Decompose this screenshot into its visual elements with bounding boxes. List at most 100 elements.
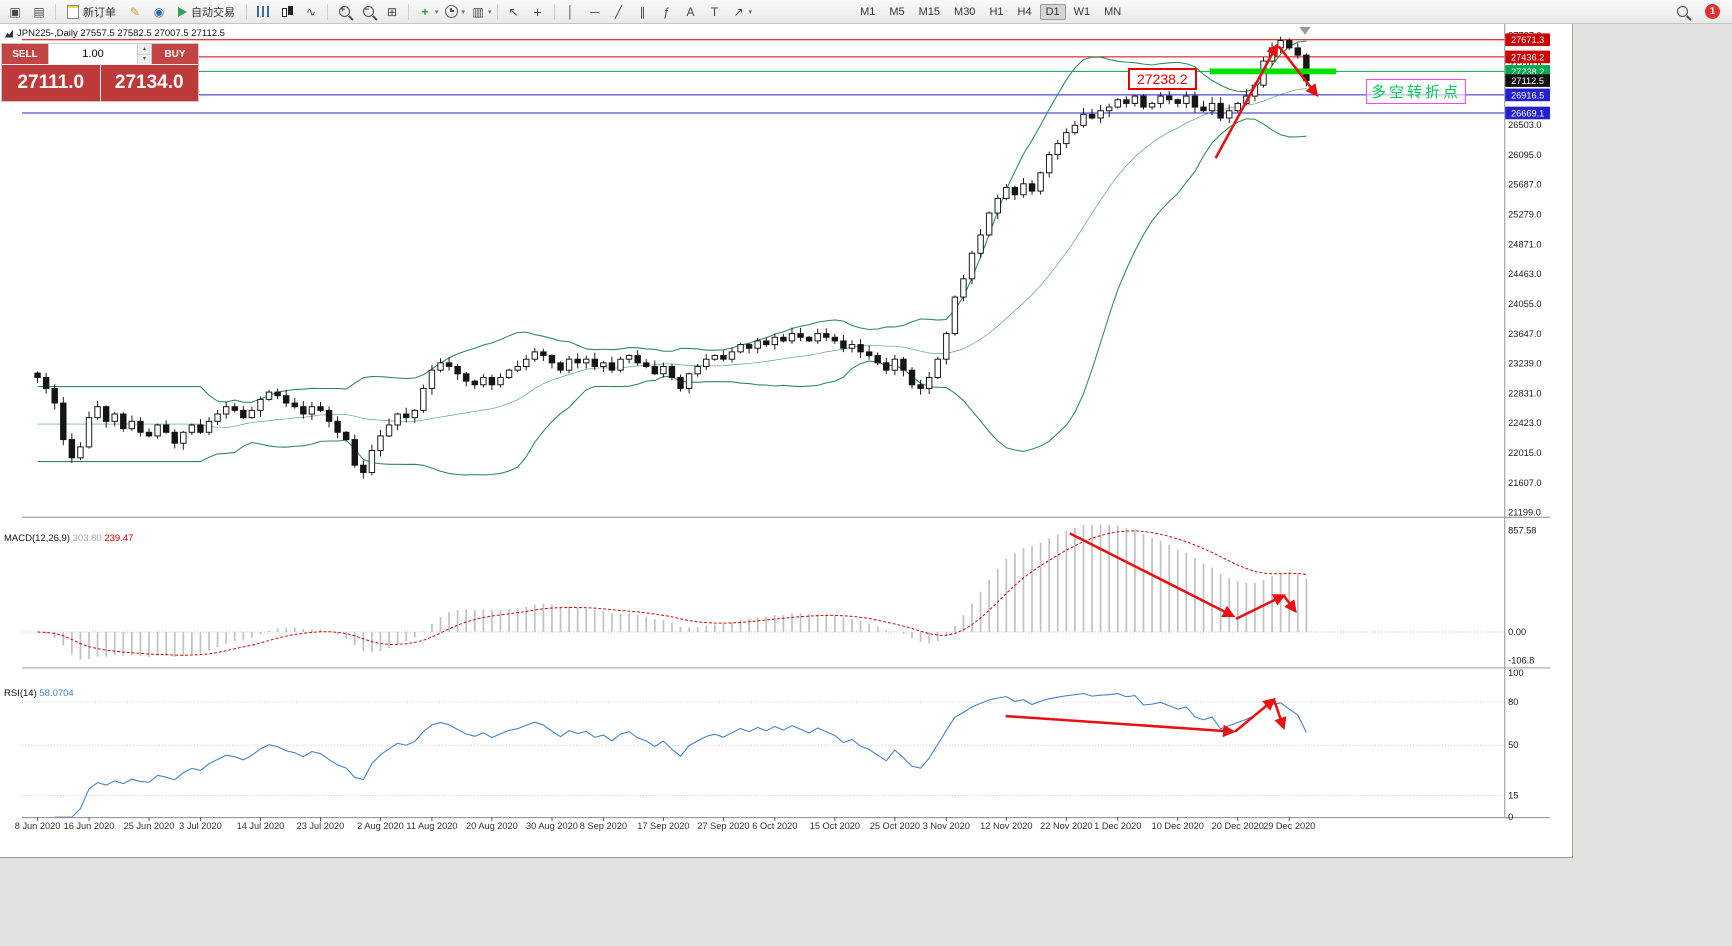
periods-icon[interactable]	[441, 2, 463, 22]
svg-text:21199.0: 21199.0	[1508, 508, 1541, 518]
svg-text:20 Dec 2020: 20 Dec 2020	[1212, 821, 1264, 831]
autotrading-play-icon	[178, 6, 187, 17]
main-chart-panel[interactable]	[34, 26, 1311, 479]
community-icon[interactable]: ◉	[153, 4, 165, 19]
price-level-label[interactable]: 27238.2	[1128, 68, 1197, 90]
new-chart-icon[interactable]: ▣	[9, 4, 21, 19]
macd-panel[interactable]	[22, 524, 1505, 660]
line-chart-icon[interactable]: ∿	[305, 4, 317, 19]
cursor-icon[interactable]: ↖	[508, 4, 519, 19]
svg-text:8 Sep 2020: 8 Sep 2020	[580, 821, 627, 831]
svg-text:-106.8: -106.8	[1508, 656, 1534, 666]
svg-text:11 Aug 2020: 11 Aug 2020	[406, 821, 457, 831]
timeframe-m5[interactable]: M5	[889, 5, 905, 18]
svg-text:22 Nov 2020: 22 Nov 2020	[1040, 821, 1092, 831]
indicators-icon[interactable]: +	[421, 4, 429, 19]
notification-badge[interactable]: 1	[1705, 4, 1720, 19]
chart-annotations[interactable]	[1005, 43, 1337, 738]
svg-text:22831.0: 22831.0	[1508, 388, 1541, 398]
autotrading-label: 自动交易	[191, 6, 235, 19]
volume-decrease-button[interactable]: ▼	[138, 54, 151, 64]
buy-button[interactable]: BUY	[152, 44, 198, 64]
timeframe-m15[interactable]: M15	[918, 5, 941, 18]
rsi-name: RSI(14)	[4, 688, 37, 699]
sell-button[interactable]: SELL	[2, 44, 48, 64]
svg-text:80: 80	[1508, 697, 1518, 707]
support-segment	[1209, 68, 1337, 75]
svg-text:22015.0: 22015.0	[1508, 448, 1541, 458]
timeframe-d1[interactable]: D1	[1039, 3, 1066, 20]
mdi-background-bottom	[0, 858, 1573, 946]
svg-text:27671.3: 27671.3	[1511, 35, 1544, 45]
panel-frames	[22, 24, 1550, 819]
svg-text:3 Nov 2020: 3 Nov 2020	[923, 821, 970, 831]
svg-text:0: 0	[1508, 812, 1513, 822]
horizontal-line-icon[interactable]: ─	[590, 4, 599, 19]
zoom-in-icon[interactable]	[333, 2, 355, 22]
svg-text:22423.0: 22423.0	[1508, 418, 1541, 428]
templates-caret-icon[interactable]: ▾	[488, 8, 492, 16]
timeframe-group: M1 M5 M15 M30 H1 H4 D1 W1 MN	[854, 3, 1127, 20]
metaeditor-icon[interactable]: ✎	[129, 4, 141, 19]
candlestick-chart-icon[interactable]	[276, 2, 298, 22]
new-order-icon	[67, 4, 79, 19]
macd-signal-value: 239.47	[104, 533, 134, 544]
chart-window-icon	[5, 29, 13, 38]
vertical-line-icon[interactable]: │	[566, 4, 575, 19]
svg-text:6 Oct 2020: 6 Oct 2020	[752, 821, 797, 831]
timeframe-m30[interactable]: M30	[954, 5, 976, 18]
periods-caret-icon[interactable]: ▾	[461, 8, 466, 16]
chart-shift-marker	[1299, 26, 1311, 35]
svg-text:3 Jul 2020: 3 Jul 2020	[179, 821, 222, 831]
turning-point-label[interactable]: 多空转折点	[1366, 79, 1467, 104]
sell-price-button[interactable]: 27111.0	[2, 65, 100, 101]
svg-text:16 Jun 2020: 16 Jun 2020	[64, 821, 115, 831]
volume-input[interactable]	[49, 44, 137, 64]
fibonacci-icon[interactable]: ƒ	[663, 4, 670, 19]
search-icon[interactable]	[1671, 2, 1693, 22]
rsi-value: 58.0704	[39, 688, 74, 699]
bar-chart-icon[interactable]	[252, 2, 274, 22]
main-toolbar: ▣ ▤ 新订单 ✎ ◉ 自动交易 ∿ ⊞ + ▾ ▾ ▥ ▾ ↖ + │ ─ ╱ ∥…	[0, 0, 1732, 24]
volume-increase-button[interactable]: ▲	[138, 44, 151, 55]
svg-text:2 Aug 2020: 2 Aug 2020	[357, 821, 404, 831]
svg-text:26916.5: 26916.5	[1511, 90, 1544, 100]
volume-spinner: ▲ ▼	[137, 44, 151, 64]
svg-text:25 Jun 2020: 25 Jun 2020	[124, 821, 175, 831]
timeframe-h4[interactable]: H4	[1017, 5, 1032, 18]
zoom-out-icon[interactable]	[357, 2, 379, 22]
text-icon[interactable]: A	[686, 4, 695, 19]
toolbar-separator	[55, 3, 56, 20]
svg-text:23 Jul 2020: 23 Jul 2020	[297, 821, 345, 831]
templates-icon[interactable]: ▥	[472, 4, 484, 19]
channel-icon[interactable]: ∥	[639, 4, 646, 19]
new-order-label: 新订单	[83, 6, 116, 19]
text-label-icon[interactable]: T	[710, 4, 719, 19]
profiles-icon[interactable]: ▤	[33, 4, 45, 19]
indicators-caret-icon[interactable]: ▾	[435, 8, 439, 16]
crosshair-icon[interactable]: +	[533, 3, 542, 20]
time-axis[interactable]: 8 Jun 2020 16 Jun 2020 25 Jun 2020 3 Jul 20…	[15, 817, 1316, 831]
chart-canvas[interactable]: 27727.027319.026911.026503.026095.025687…	[0, 24, 1572, 857]
timeframe-h1[interactable]: H1	[989, 5, 1004, 18]
timeframe-m1[interactable]: M1	[860, 5, 876, 18]
arrows-tool-icon[interactable]: ↗	[733, 4, 744, 19]
svg-text:8 Jun 2020: 8 Jun 2020	[15, 821, 61, 831]
tile-windows-icon[interactable]: ⊞	[386, 4, 398, 19]
rsi-panel[interactable]	[22, 692, 1505, 818]
toolbar-separator	[496, 3, 498, 20]
svg-text:857.58: 857.58	[1508, 525, 1536, 535]
timeframe-w1[interactable]: W1	[1073, 5, 1091, 18]
trendline-icon[interactable]: ╱	[614, 4, 623, 19]
symbol-ohlc-text: JPN225-,Daily 27557.5 27582.5 27007.5 27…	[17, 28, 225, 39]
svg-text:25279.0: 25279.0	[1508, 209, 1541, 219]
autotrading-button[interactable]: 自动交易	[172, 2, 241, 22]
toolbar-separator	[553, 3, 555, 20]
buy-price-button[interactable]: 27134.0	[100, 65, 198, 101]
svg-text:25 Oct 2020: 25 Oct 2020	[870, 821, 920, 831]
timeframe-mn[interactable]: MN	[1104, 5, 1122, 18]
price-axis[interactable]: 27727.027319.026911.026503.026095.025687…	[1505, 31, 1550, 822]
arrows-caret-icon[interactable]: ▾	[748, 8, 753, 16]
svg-text:15 Oct 2020: 15 Oct 2020	[810, 821, 860, 831]
new-order-button[interactable]: 新订单	[61, 2, 122, 22]
